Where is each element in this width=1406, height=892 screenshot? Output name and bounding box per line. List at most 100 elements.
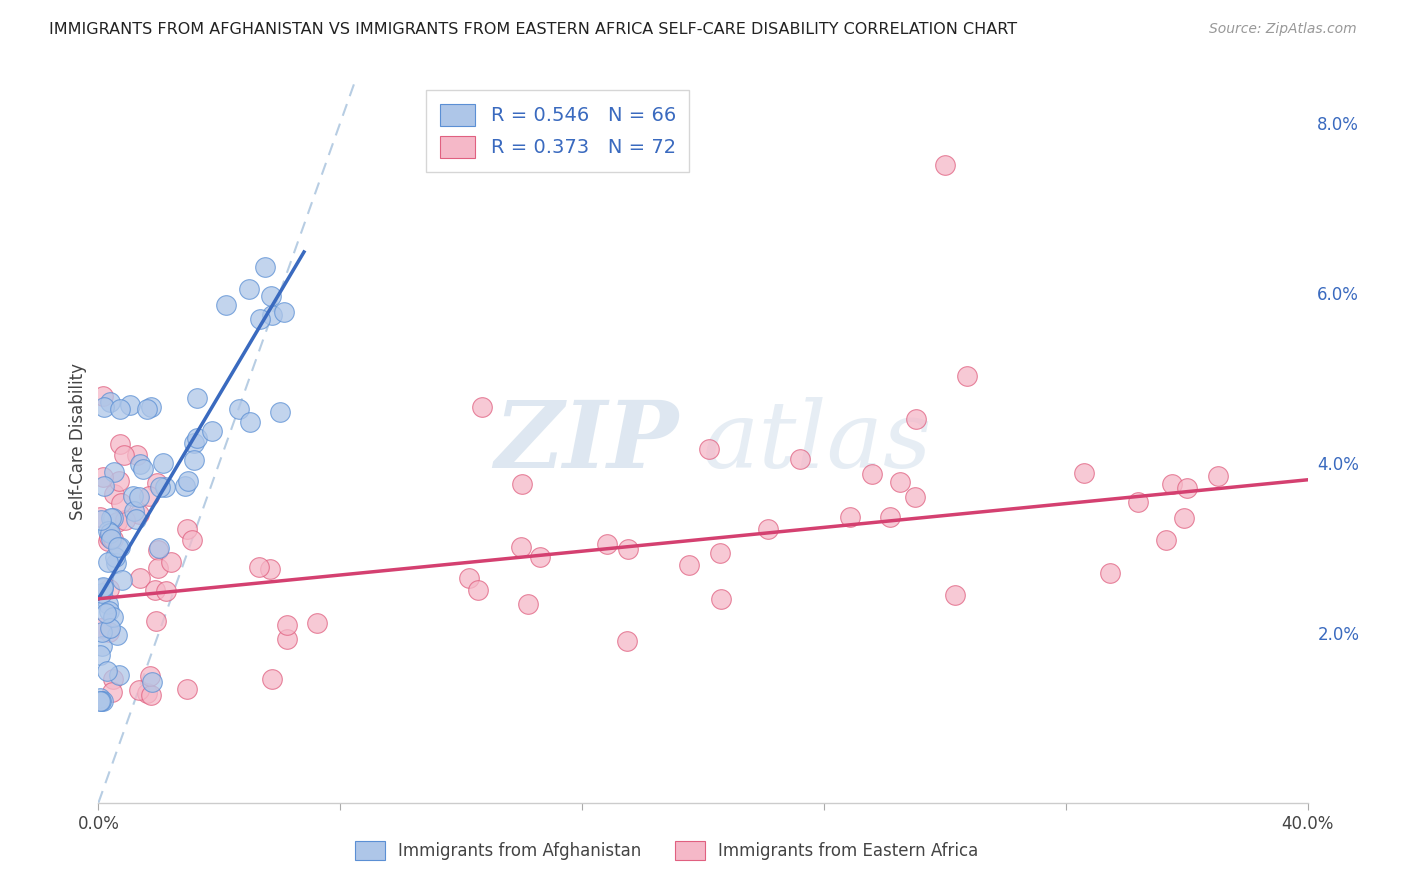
Point [100,533,122,547]
Point [249,311,271,326]
Point [148,561,170,575]
Y-axis label: Self-Care Disability: Self-Care Disability [69,363,87,520]
Point [101,511,124,525]
Point [678,558,700,572]
Point [238,282,260,296]
Point [1098,566,1121,580]
Point [89,648,111,662]
Point [107,540,129,554]
Point [269,405,291,419]
Point [201,425,224,439]
Point [91,389,114,403]
Point [103,465,125,479]
Point [956,369,979,384]
Point [174,479,197,493]
Point [129,571,152,585]
Point [143,582,166,597]
Point [617,541,640,556]
Point [132,462,155,476]
Point [107,628,129,642]
Point [105,516,128,530]
Point [148,541,170,555]
Point [943,588,966,602]
Point [305,615,328,630]
Point [96,664,118,678]
Point [97,555,120,569]
Point [259,561,281,575]
Point [276,618,298,632]
Point [149,480,172,494]
Text: atlas: atlas [703,397,932,486]
Point [103,487,125,501]
Point [153,480,176,494]
Point [136,402,159,417]
Point [110,401,132,416]
Point [98,604,121,618]
Point [756,522,779,536]
Point [96,534,118,549]
Point [128,457,150,471]
Point [186,391,208,405]
Point [94,606,117,620]
Point [122,504,145,518]
Point [176,681,198,696]
Point [155,583,177,598]
Point [108,540,131,554]
Point [177,474,200,488]
Point [510,477,533,491]
Point [118,398,141,412]
Point [90,621,112,635]
Point [100,525,122,540]
Point [471,400,494,414]
Point [91,694,114,708]
Point [152,456,174,470]
Point [128,491,150,505]
Point [101,673,124,687]
Point [1154,533,1177,547]
Point [146,542,169,557]
Point [180,533,202,547]
Point [93,479,115,493]
Point [114,513,136,527]
Point [91,624,114,639]
Point [105,556,128,570]
Point [276,632,298,646]
Point [136,685,159,699]
Point [101,610,124,624]
Text: IMMIGRANTS FROM AFGHANISTAN VS IMMIGRANTS FROM EASTERN AFRICA SELF-CARE DISABILI: IMMIGRANTS FROM AFGHANISTAN VS IMMIGRANT… [49,22,1018,37]
Point [1206,468,1229,483]
Point [879,509,901,524]
Point [529,550,551,565]
Point [509,540,531,554]
Point [97,597,120,611]
Point [89,691,111,706]
Text: Source: ZipAtlas.com: Source: ZipAtlas.com [1209,22,1357,37]
Point [98,621,121,635]
Point [110,496,132,510]
Point [789,451,811,466]
Point [100,685,122,699]
Point [1175,481,1198,495]
Point [93,400,115,414]
Point [103,533,125,547]
Point [90,586,112,600]
Point [699,442,721,457]
Point [228,402,250,417]
Point [90,513,112,527]
Point [215,298,238,312]
Point [904,412,927,426]
Point [107,668,129,682]
Point [128,683,150,698]
Point [97,524,120,539]
Point [91,580,114,594]
Point [710,591,733,606]
Point [91,582,114,596]
Point [709,546,731,560]
Point [160,555,183,569]
Legend: Immigrants from Afghanistan, Immigrants from Eastern Africa: Immigrants from Afghanistan, Immigrants … [349,834,986,867]
Point [108,474,131,488]
Point [467,582,489,597]
Point [260,672,283,686]
Point [517,597,540,611]
Point [934,158,956,172]
